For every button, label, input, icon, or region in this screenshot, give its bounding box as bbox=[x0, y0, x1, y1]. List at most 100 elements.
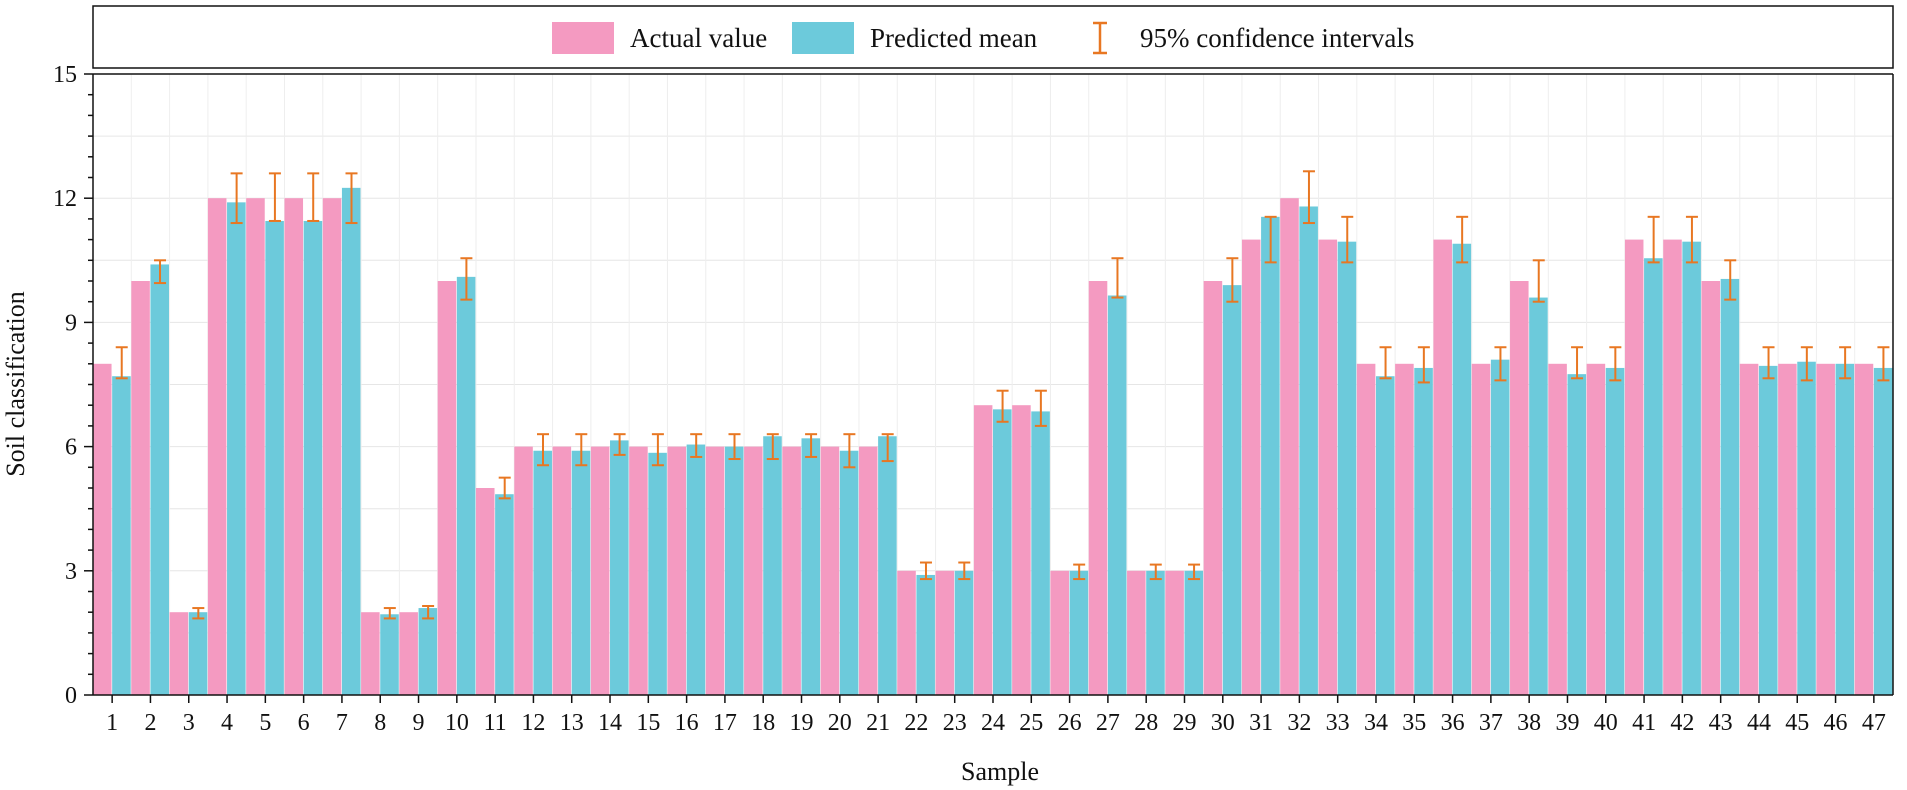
error-bar-4 bbox=[230, 172, 243, 225]
error-bar-46 bbox=[1839, 346, 1852, 380]
error-bar-5 bbox=[268, 172, 281, 222]
bar-actual-3 bbox=[169, 612, 189, 695]
error-bar-36 bbox=[1456, 215, 1469, 264]
x-tick-label: 46 bbox=[1824, 710, 1848, 736]
y-tick-label: 0 bbox=[65, 683, 77, 709]
bar-actual-42 bbox=[1663, 239, 1682, 695]
legend-label-actual: Actual value bbox=[630, 23, 767, 53]
axes bbox=[84, 73, 1894, 703]
bar-predicted-24 bbox=[993, 409, 1012, 695]
error-bar-47 bbox=[1877, 346, 1890, 382]
error-bar-21 bbox=[881, 433, 894, 463]
error-bar-42 bbox=[1685, 215, 1698, 264]
legend-swatch-actual bbox=[552, 22, 614, 54]
x-tick-label: 43 bbox=[1709, 710, 1733, 736]
bar-actual-40 bbox=[1586, 363, 1606, 695]
bar-actual-27 bbox=[1088, 281, 1108, 695]
x-tick-label: 32 bbox=[1287, 710, 1311, 736]
bar-actual-16 bbox=[667, 446, 687, 695]
bar-actual-33 bbox=[1318, 239, 1338, 695]
bar-actual-20 bbox=[820, 446, 840, 695]
bar-predicted-7 bbox=[341, 187, 361, 695]
bar-actual-17 bbox=[705, 446, 725, 695]
bar-predicted-27 bbox=[1107, 295, 1127, 695]
x-tick-label: 37 bbox=[1479, 710, 1503, 736]
bar-predicted-4 bbox=[227, 202, 246, 695]
x-tick-label: 28 bbox=[1134, 710, 1158, 736]
error-bar-26 bbox=[1073, 563, 1086, 581]
error-bar-38 bbox=[1532, 259, 1545, 303]
bar-predicted-36 bbox=[1452, 243, 1472, 696]
bar-predicted-16 bbox=[686, 444, 706, 695]
bar-predicted-35 bbox=[1414, 367, 1433, 695]
bar-predicted-30 bbox=[1222, 285, 1242, 695]
error-bar-28 bbox=[1149, 563, 1162, 581]
x-tick-label: 4 bbox=[221, 710, 233, 736]
y-tick-label: 9 bbox=[65, 310, 77, 336]
error-bar-43 bbox=[1724, 259, 1737, 301]
bar-actual-24 bbox=[973, 405, 993, 695]
bar-actual-37 bbox=[1471, 363, 1491, 695]
bar-actual-41 bbox=[1624, 239, 1644, 695]
x-tick-label: 34 bbox=[1364, 710, 1388, 736]
x-tick-label: 23 bbox=[943, 710, 967, 736]
legend-label-predicted: Predicted mean bbox=[870, 23, 1038, 53]
error-bar-10 bbox=[460, 257, 473, 301]
x-axis-title: Sample bbox=[961, 757, 1039, 786]
bar-predicted-12 bbox=[533, 450, 552, 695]
x-tick-label: 39 bbox=[1555, 710, 1579, 736]
error-bar-45 bbox=[1800, 346, 1813, 382]
error-bar-19 bbox=[805, 433, 818, 458]
bar-predicted-46 bbox=[1835, 363, 1855, 695]
x-tick-label: 3 bbox=[183, 710, 195, 736]
bar-predicted-47 bbox=[1873, 367, 1893, 695]
x-tick-label: 24 bbox=[981, 710, 1005, 736]
bar-predicted-28 bbox=[1146, 570, 1165, 695]
x-tick-label: 21 bbox=[866, 710, 890, 736]
bar-predicted-38 bbox=[1529, 297, 1548, 695]
error-bar-15 bbox=[651, 433, 664, 467]
bar-predicted-9 bbox=[418, 608, 438, 695]
x-tick-label: 9 bbox=[413, 710, 425, 736]
x-tick-label: 16 bbox=[675, 710, 699, 736]
error-bar-29 bbox=[1188, 563, 1201, 581]
bar-predicted-40 bbox=[1605, 367, 1625, 695]
y-axis-title: Soil classification bbox=[1, 291, 30, 477]
error-bar-35 bbox=[1417, 346, 1430, 384]
bar-actual-5 bbox=[246, 198, 265, 695]
bar-predicted-22 bbox=[916, 574, 935, 695]
error-bar-14 bbox=[613, 433, 626, 456]
error-bar-32 bbox=[1302, 170, 1315, 225]
error-bar-1 bbox=[115, 346, 128, 380]
legend-errorbar-icon bbox=[1093, 21, 1107, 55]
error-bar-2 bbox=[154, 259, 167, 285]
bar-predicted-11 bbox=[495, 494, 514, 695]
bar-predicted-26 bbox=[1069, 570, 1089, 695]
bar-predicted-43 bbox=[1720, 278, 1740, 695]
bar-actual-4 bbox=[207, 198, 227, 695]
bar-predicted-2 bbox=[150, 264, 169, 695]
x-tick-label: 5 bbox=[259, 710, 271, 736]
bar-actual-43 bbox=[1701, 281, 1721, 695]
error-bars bbox=[115, 170, 1890, 620]
bar-predicted-39 bbox=[1567, 374, 1587, 695]
bar-predicted-15 bbox=[648, 452, 667, 695]
bar-actual-36 bbox=[1433, 239, 1452, 695]
legend: Actual value Predicted mean 95% confiden… bbox=[552, 21, 1414, 55]
x-tick-label: 35 bbox=[1402, 710, 1426, 736]
error-bar-34 bbox=[1379, 346, 1392, 380]
x-tick-label: 30 bbox=[1211, 710, 1235, 736]
error-bar-13 bbox=[575, 433, 588, 467]
bar-predicted-10 bbox=[456, 276, 476, 695]
bar-predicted-42 bbox=[1682, 241, 1701, 696]
error-bar-23 bbox=[958, 561, 971, 581]
bar-actual-32 bbox=[1280, 198, 1299, 695]
error-bar-6 bbox=[307, 172, 320, 222]
x-tick-label: 2 bbox=[144, 710, 156, 736]
bar-actual-14 bbox=[590, 446, 610, 695]
bar-actual-35 bbox=[1395, 363, 1414, 695]
bar-actual-45 bbox=[1778, 363, 1797, 695]
legend-label-ci: 95% confidence intervals bbox=[1140, 23, 1414, 53]
bar-predicted-34 bbox=[1375, 376, 1395, 695]
bar-predicted-29 bbox=[1184, 570, 1204, 695]
